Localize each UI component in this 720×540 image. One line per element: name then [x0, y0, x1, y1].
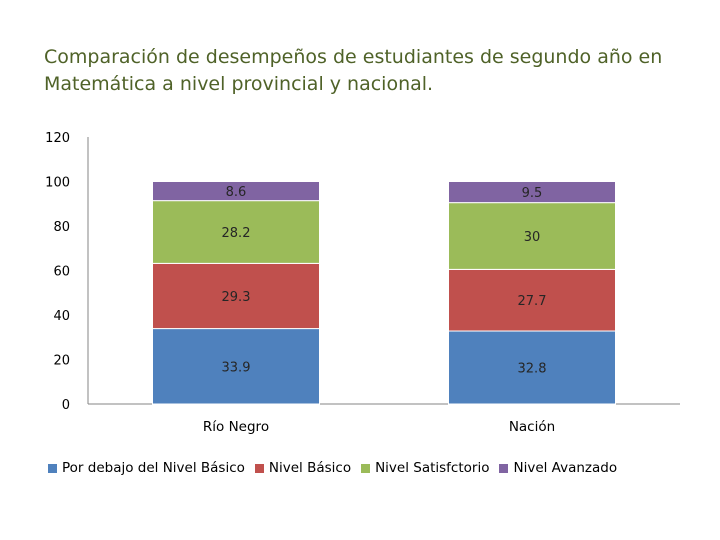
bar-segment: [152, 181, 320, 202]
data-labels: 33.9 29.3 28.2 8.6 32.8 27.7 30 9.5: [222, 185, 547, 376]
bar-segment: [152, 262, 320, 330]
y-tick-label: 0: [62, 398, 70, 413]
data-label: 9.5: [522, 186, 543, 201]
y-tick-label: 60: [53, 265, 70, 280]
bars: [152, 181, 616, 405]
legend-swatch: [48, 463, 57, 473]
legend-label: Por debajo del Nivel Básico: [62, 460, 245, 476]
y-tick-label: 100: [45, 176, 70, 191]
legend-label: Nivel Básico: [268, 460, 352, 476]
x-category-label: Nación: [509, 419, 555, 435]
y-tick-label: 20: [53, 354, 70, 369]
x-category-label: Río Negro: [203, 419, 269, 435]
legend-item: Nivel Avanzado: [499, 460, 617, 476]
legend-item: Nivel Satisfctorio: [361, 460, 489, 476]
data-label: 30: [524, 230, 541, 245]
data-label: 28.2: [222, 226, 251, 241]
data-label: 27.7: [518, 294, 547, 309]
legend-item: Por debajo del Nivel Básico: [48, 460, 245, 476]
legend-swatch: [361, 463, 371, 473]
data-label: 8.6: [226, 185, 247, 200]
legend-item: Nivel Básico: [254, 460, 352, 476]
legend: Por debajo del Nivel Básico Nivel Básico N…: [48, 460, 627, 476]
bar-segment: [448, 268, 616, 332]
bar-segment: [448, 181, 616, 204]
legend-swatch: [254, 463, 264, 473]
data-label: 29.3: [222, 290, 251, 305]
y-tick-label: 40: [53, 309, 70, 324]
bar-segment: [448, 202, 616, 270]
bar-segment: [152, 200, 320, 264]
data-label: 32.8: [518, 362, 547, 377]
data-label: 33.9: [222, 360, 251, 375]
legend-label: Nivel Avanzado: [513, 460, 618, 476]
y-tick-label: 80: [53, 220, 70, 235]
chart-title: Comparación de desempeños de estudiantes…: [44, 46, 663, 95]
legend-label: Nivel Satisfctorio: [375, 460, 490, 476]
y-tick-label: 120: [45, 131, 70, 146]
legend-swatch: [499, 463, 509, 473]
